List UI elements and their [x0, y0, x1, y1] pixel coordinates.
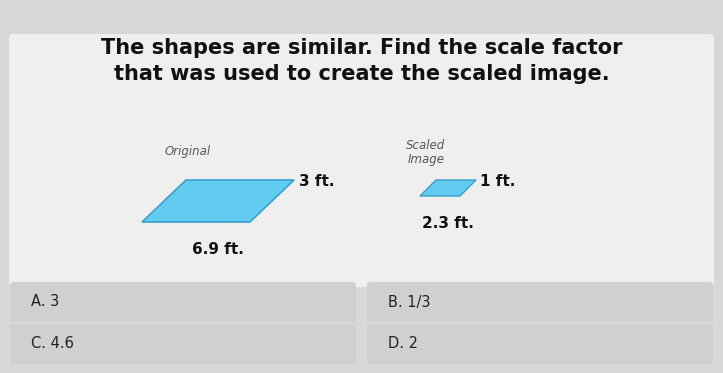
- Text: 1 ft.: 1 ft.: [480, 173, 515, 188]
- Text: B. 1/3: B. 1/3: [388, 295, 430, 310]
- Polygon shape: [420, 180, 476, 196]
- Text: 2.3 ft.: 2.3 ft.: [422, 216, 474, 231]
- Text: C. 4.6: C. 4.6: [31, 336, 74, 351]
- Text: A. 3: A. 3: [31, 295, 59, 310]
- FancyBboxPatch shape: [367, 282, 713, 322]
- Text: that was used to create the scaled image.: that was used to create the scaled image…: [114, 64, 609, 84]
- Text: Image: Image: [408, 153, 445, 166]
- FancyBboxPatch shape: [10, 282, 356, 322]
- FancyBboxPatch shape: [10, 324, 356, 364]
- Text: D. 2: D. 2: [388, 336, 418, 351]
- Text: 3 ft.: 3 ft.: [299, 175, 335, 189]
- Text: The shapes are similar. Find the scale factor: The shapes are similar. Find the scale f…: [101, 38, 623, 58]
- Text: Scaled: Scaled: [406, 139, 445, 152]
- FancyBboxPatch shape: [9, 34, 714, 287]
- FancyBboxPatch shape: [367, 324, 713, 364]
- Text: Original: Original: [165, 145, 211, 158]
- Polygon shape: [142, 180, 294, 222]
- Text: 6.9 ft.: 6.9 ft.: [192, 242, 244, 257]
